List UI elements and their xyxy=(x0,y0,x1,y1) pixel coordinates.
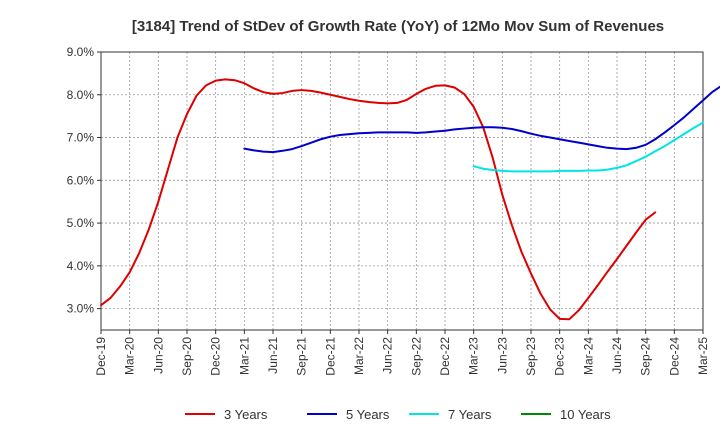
chart-title: [3184] Trend of StDev of Growth Rate (Yo… xyxy=(132,18,664,35)
legend-label-3-years: 3 Years xyxy=(224,407,268,422)
x-tick-label: Mar-23 xyxy=(467,337,481,375)
x-axis: Dec-19 Mar-20 Jun-20 Sep-20 Dec-20 Mar-21 Jun-… xyxy=(94,330,710,376)
x-tick-label: Mar-25 xyxy=(696,337,710,375)
x-tick-label: Dec-19 xyxy=(94,337,108,376)
x-tick-label: Jun-23 xyxy=(495,337,509,374)
legend: 3 Years 5 Years 7 Years 10 Years xyxy=(185,407,611,422)
x-tick-label: Mar-21 xyxy=(237,337,251,375)
plot-area-frame xyxy=(100,51,704,331)
x-tick-label: Jun-20 xyxy=(151,337,165,374)
legend-label-10-years: 10 Years xyxy=(560,407,611,422)
y-tick-label: 3.0% xyxy=(67,302,95,316)
y-tick-label: 5.0% xyxy=(67,216,95,230)
x-tick-label: Mar-24 xyxy=(581,337,595,375)
y-tick-label: 6.0% xyxy=(67,173,95,187)
y-tick-label: 7.0% xyxy=(67,131,95,145)
x-tick-label: Jun-21 xyxy=(266,337,280,374)
legend-label-7-years: 7 Years xyxy=(448,407,492,422)
x-tick-label: Dec-20 xyxy=(209,337,223,376)
x-tick-label: Sep-21 xyxy=(295,337,309,376)
legend-label-5-years: 5 Years xyxy=(346,407,390,422)
x-tick-label: Sep-23 xyxy=(524,337,538,376)
y-tick-label: 9.0% xyxy=(67,45,95,59)
x-tick-label: Dec-21 xyxy=(323,337,337,376)
gridlines xyxy=(100,51,704,330)
series-line-5-years xyxy=(243,85,720,154)
x-tick-label: Dec-23 xyxy=(553,337,567,376)
x-tick-label: Mar-22 xyxy=(352,337,366,375)
x-tick-label: Mar-20 xyxy=(123,337,137,375)
x-tick-label: Jun-22 xyxy=(381,337,395,374)
x-tick-label: Sep-22 xyxy=(409,337,423,376)
x-tick-label: Sep-20 xyxy=(180,337,194,376)
x-tick-label: Dec-22 xyxy=(438,337,452,376)
y-axis: 3.0% 4.0% 5.0% 6.0% 7.0% 8.0% 9.0% xyxy=(67,45,101,316)
y-tick-label: 4.0% xyxy=(67,259,95,273)
x-tick-label: Dec-24 xyxy=(667,337,681,376)
series-line-3-years xyxy=(100,78,657,321)
series-line-7-years xyxy=(472,121,704,173)
x-tick-label: Sep-24 xyxy=(639,337,653,376)
x-tick-label: Jun-24 xyxy=(610,337,624,374)
series-lines xyxy=(100,78,720,321)
y-tick-label: 8.0% xyxy=(67,88,95,102)
